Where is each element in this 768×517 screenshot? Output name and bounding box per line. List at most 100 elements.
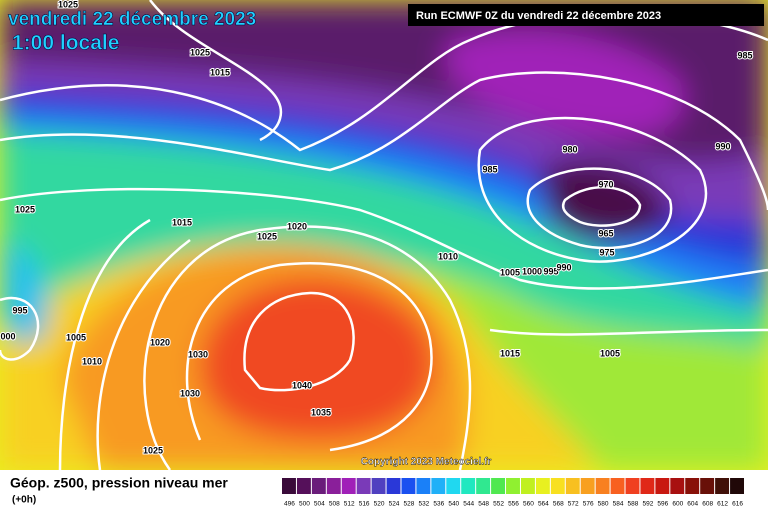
- copyright: Copyright 2023 Meteociel.fr: [361, 457, 492, 468]
- isobar-label: 1030: [180, 388, 200, 398]
- run-banner: [408, 4, 764, 26]
- scale-label: 576: [583, 501, 594, 508]
- isobar-label: 1005: [600, 348, 620, 358]
- isobar-label: 1020: [150, 337, 170, 347]
- scale-swatch: [625, 478, 640, 494]
- isobar-label: 995: [543, 266, 558, 276]
- scale-swatch: [685, 478, 700, 494]
- scale-label: 612: [717, 501, 728, 508]
- scale-swatch: [311, 478, 326, 494]
- isobar-label: 975: [599, 247, 614, 257]
- isobar-label: 1030: [188, 349, 208, 359]
- scale-swatch: [491, 478, 506, 494]
- isobar-label: 1025: [190, 47, 210, 57]
- scale-label: 536: [433, 501, 444, 508]
- scale-label: 540: [448, 501, 459, 508]
- scale-label: 580: [598, 501, 609, 508]
- scale-label: 516: [359, 501, 370, 508]
- isobar-label: 985: [737, 50, 752, 60]
- run-label: Run ECMWF 0Z du vendredi 22 décembre 202…: [416, 10, 661, 22]
- scale-swatch: [401, 478, 416, 494]
- scale-swatch: [431, 478, 446, 494]
- scale-label: 504: [314, 501, 325, 508]
- scale-swatch: [386, 478, 401, 494]
- scale-label: 568: [553, 501, 564, 508]
- scale-swatch: [595, 478, 610, 494]
- isobar-label: 1015: [500, 348, 520, 358]
- scale-label: 548: [478, 501, 489, 508]
- scale-label: 560: [523, 501, 534, 508]
- isobar-label: 1025: [15, 204, 35, 214]
- isobar-label: 985: [482, 164, 497, 174]
- isobar-label: 970: [598, 179, 613, 189]
- isobar-label: 995: [12, 305, 27, 315]
- scale-label: 556: [508, 501, 519, 508]
- isobar-label: 1025: [257, 231, 277, 241]
- scale-swatch: [535, 478, 550, 494]
- isobar-label: 990: [556, 262, 571, 272]
- scale-label: 564: [538, 501, 549, 508]
- scale-label: 496: [284, 501, 295, 508]
- isobar-label: 1015: [172, 217, 192, 227]
- isobar-label: 1005: [66, 332, 86, 342]
- scale-swatch: [550, 478, 565, 494]
- scale-swatch: [640, 478, 655, 494]
- time-label: 1:00 locale: [12, 32, 119, 55]
- isobar-label: 1035: [311, 407, 331, 417]
- color-scale: 496 500 504 508 512 516 520 524 528 532 536 540 544 5…: [282, 478, 744, 508]
- isobar-label: 980: [562, 144, 577, 154]
- map-field: [0, 0, 768, 470]
- scale-swatch: [326, 478, 341, 494]
- scale-swatch: [730, 478, 744, 494]
- scale-swatch: [715, 478, 730, 494]
- scale-label: 588: [628, 501, 639, 508]
- footer-step: (+0h): [12, 495, 36, 506]
- isobar-label: 1015: [210, 67, 230, 77]
- scale-label: 532: [418, 501, 429, 508]
- scale-swatch: [670, 478, 685, 494]
- date-label: vendredi 22 décembre 2023: [8, 9, 256, 30]
- isobar-label: 1025: [143, 445, 163, 455]
- scale-label: 524: [389, 501, 400, 508]
- scale-label: 608: [702, 501, 713, 508]
- scale-swatch: [282, 478, 296, 494]
- scale-swatch: [371, 478, 386, 494]
- scale-swatch: [476, 478, 491, 494]
- isobar-label: 1010: [438, 251, 458, 261]
- isobar-label: 1000: [522, 266, 542, 276]
- scale-label: 592: [642, 501, 653, 508]
- scale-label: 528: [404, 501, 415, 508]
- scale-label: 520: [374, 501, 385, 508]
- scale-label: 604: [687, 501, 698, 508]
- scale-swatch: [506, 478, 520, 494]
- isobar-label: 965: [598, 228, 613, 238]
- scale-label: 544: [463, 501, 474, 508]
- scale-label: 584: [613, 501, 624, 508]
- scale-swatch: [655, 478, 670, 494]
- scale-label: 500: [299, 501, 310, 508]
- scale-label: 616: [732, 501, 743, 508]
- scale-swatch: [700, 478, 715, 494]
- scale-label: 512: [344, 501, 355, 508]
- scale-label: 572: [568, 501, 579, 508]
- scale-label: 508: [329, 501, 340, 508]
- isobar-label: 1020: [287, 221, 307, 231]
- scale-swatch: [341, 478, 356, 494]
- isobar-label: 1025: [58, 0, 78, 9]
- scale-swatch: [356, 478, 371, 494]
- scale-label: 596: [657, 501, 668, 508]
- scale-swatch: [446, 478, 461, 494]
- scale-swatch: [565, 478, 580, 494]
- scale-swatch: [520, 478, 535, 494]
- scale-label: 552: [493, 501, 504, 508]
- isobar-label: 1040: [292, 380, 312, 390]
- isobar-label: 1010: [82, 356, 102, 366]
- scale-swatch: [580, 478, 595, 494]
- scale-label: 600: [672, 501, 683, 508]
- isobar-label: 1005: [500, 267, 520, 277]
- isobar-label: 990: [715, 141, 730, 151]
- scale-swatch: [610, 478, 625, 494]
- scale-swatch: [296, 478, 311, 494]
